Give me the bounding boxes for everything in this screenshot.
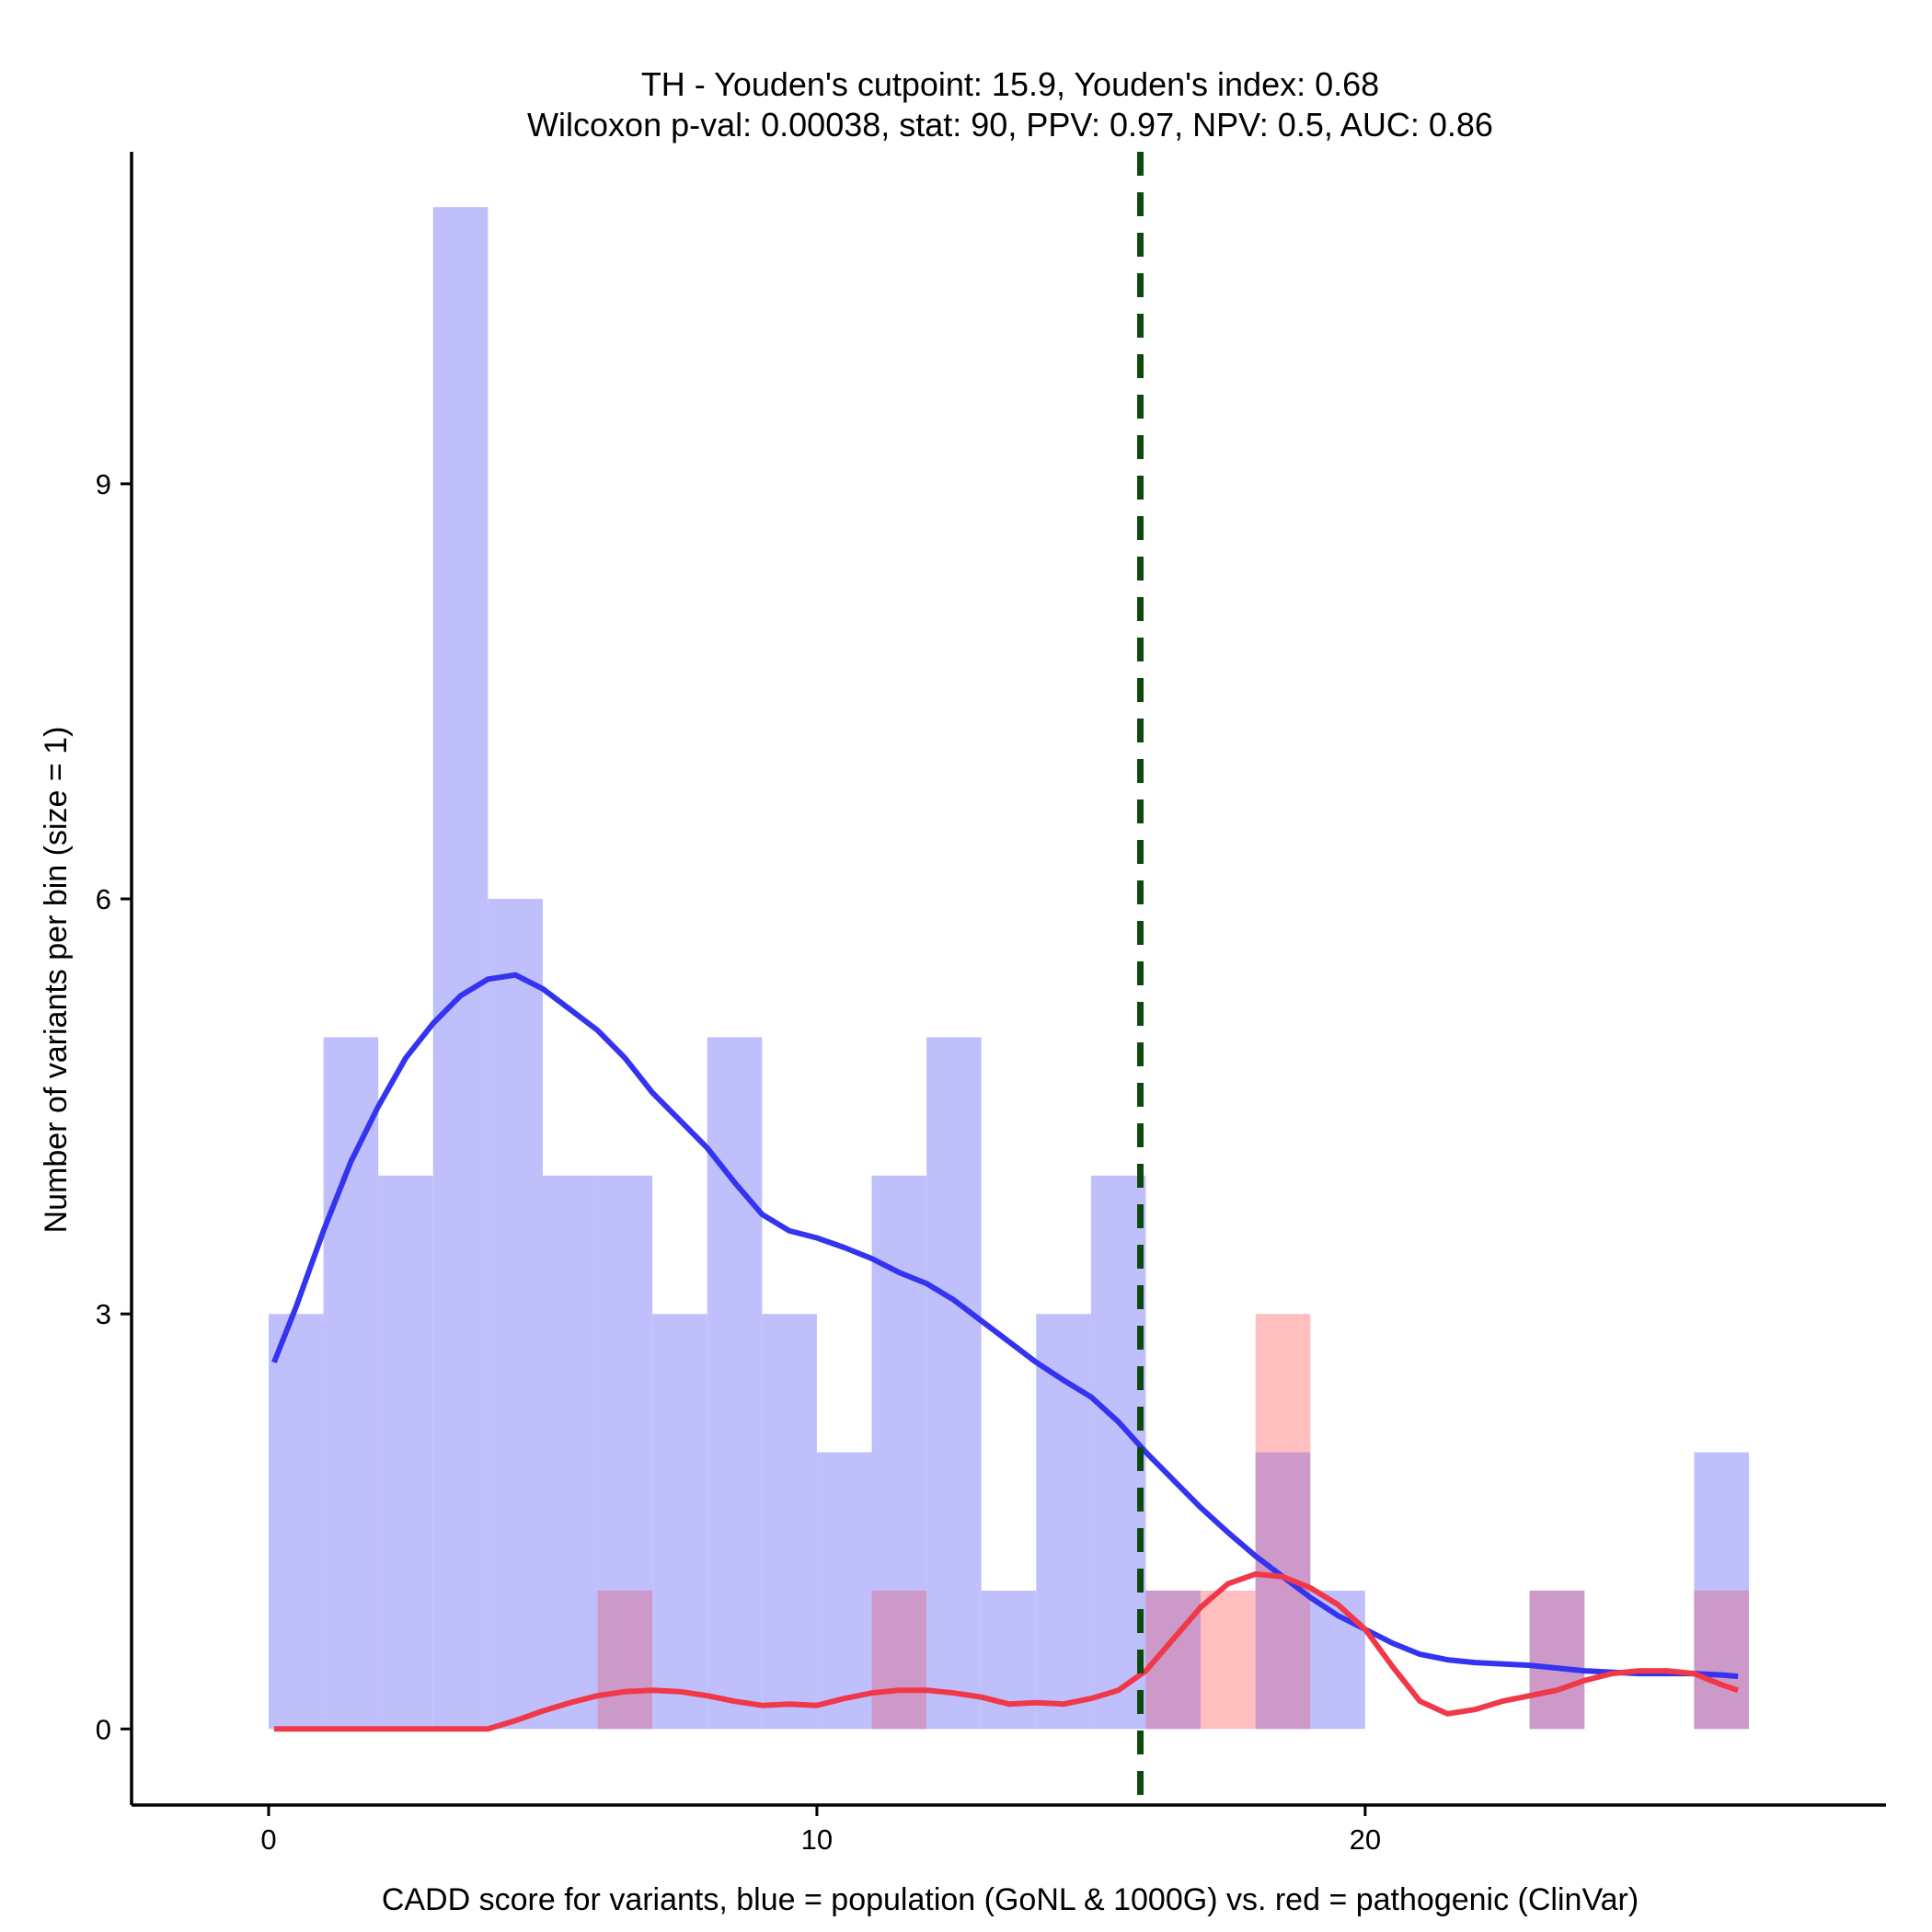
pathogenic-density-line [273,1570,1740,1732]
y-tick-label: 9 [96,468,111,500]
overlap-bar [871,1590,927,1730]
x-axis-label: CADD score for variants, blue = populati… [382,1882,1639,1917]
population-density-line [271,972,1739,1680]
overlap-bar [597,1590,653,1730]
x-tick-label: 0 [260,1823,276,1856]
y-tick-label: 0 [96,1713,111,1745]
population-bar [981,1590,1037,1730]
y-tick-label: 3 [96,1298,111,1330]
x-tick-label: 20 [1350,1823,1381,1856]
population-bar [926,1037,982,1730]
population-bar [378,1175,433,1730]
population-bar [323,1037,379,1730]
population-bar [1310,1590,1365,1730]
overlap-bar [1694,1590,1750,1730]
population-bar [762,1314,817,1730]
population-bar [432,207,489,1730]
pathogenic-bar [1201,1590,1256,1730]
overlap-layer [597,1452,1750,1730]
overlap-bar [1529,1590,1585,1730]
pathogenic-bar [1255,1314,1311,1453]
y-tick-label: 6 [96,883,111,915]
y-axis-label: Number of variants per bin (size = 1) [39,727,74,1234]
density-curves-layer [271,972,1740,1732]
population-bar [268,1314,324,1730]
population-bar [542,1175,598,1730]
axes-layer [130,152,1886,1807]
population-bar [1090,1175,1146,1730]
chart-subtitle: Wilcoxon p-val: 0.00038, stat: 90, PPV: … [527,106,1493,144]
bars-layer [268,207,1750,1730]
population-bar [652,1314,707,1730]
x-tick-label: 10 [801,1823,833,1856]
chart-title: TH - Youden's cutpoint: 15.9, Youden's i… [641,65,1379,103]
population-bar [816,1452,872,1730]
population-bar [707,1037,763,1730]
population-bar [1036,1314,1091,1730]
ticks-layer: 0 10 20 0 3 6 9 [96,468,1381,1856]
population-bar [488,899,543,1730]
